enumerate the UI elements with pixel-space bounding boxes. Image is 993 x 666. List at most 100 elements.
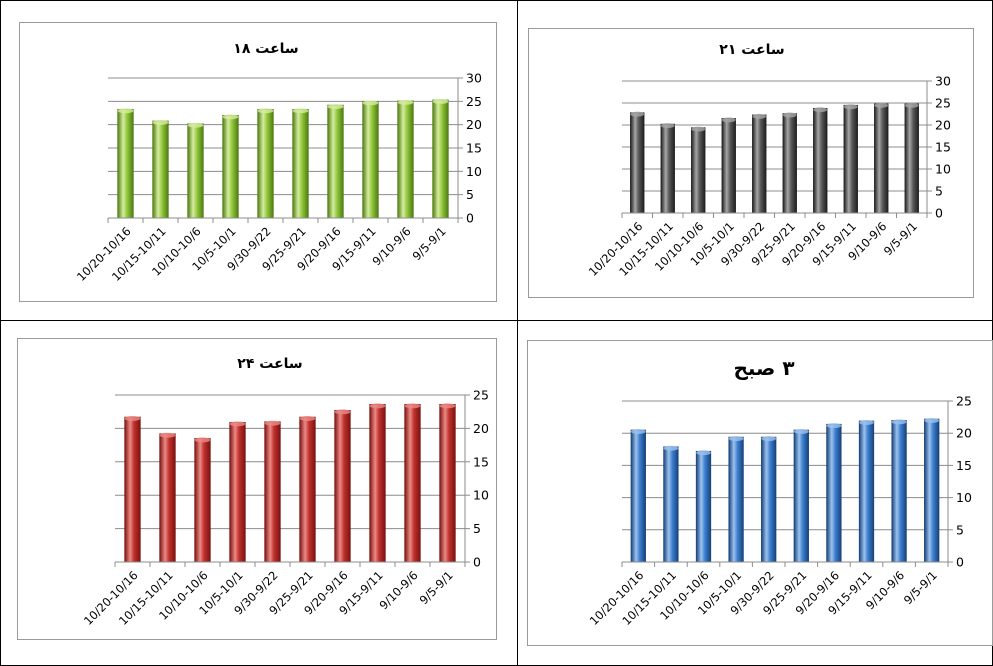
bar	[630, 429, 646, 563]
x-tick-label: 9/5-9/1	[901, 568, 940, 607]
y-tick-label: 25	[935, 96, 951, 111]
bar	[264, 421, 281, 563]
y-tick-label: 0	[935, 206, 943, 221]
bar-cap	[404, 403, 421, 409]
bar-cap	[752, 113, 767, 119]
bar	[222, 115, 239, 219]
y-tick-label: 10	[956, 490, 972, 505]
bar-cap	[843, 104, 858, 110]
bar-cap	[159, 432, 176, 438]
bar-cap	[761, 436, 777, 442]
bar-cap	[229, 421, 246, 427]
x-tick-label: 9/10-9/6	[369, 224, 413, 268]
x-tick-label: 9/10-9/6	[376, 568, 420, 612]
chart-hour-18: ساعت ۱۸ 0 5 10 15 20 25 30 10/20-10/16 10/15-10/…	[19, 22, 497, 302]
y-tick-label: 0	[473, 555, 481, 570]
bar-cap	[299, 416, 316, 422]
bar-cap	[874, 102, 889, 108]
y-tick-label: 5	[935, 184, 943, 199]
bar-cap	[728, 436, 744, 442]
bar-cap	[397, 99, 414, 105]
bar	[299, 416, 316, 563]
y-tick-label: 30	[935, 74, 951, 89]
bar-cap	[439, 403, 456, 409]
y-tick-label: 5	[473, 521, 481, 536]
bar-cap	[117, 108, 134, 114]
bar	[187, 123, 204, 219]
bar-cap	[891, 419, 907, 425]
bar-cap	[793, 428, 809, 434]
bar	[397, 100, 414, 219]
bar	[369, 404, 386, 563]
bar-cap	[630, 428, 646, 434]
bar-cap	[904, 102, 919, 108]
bar-cap	[292, 108, 309, 114]
y-tick-label: 15	[466, 141, 482, 156]
bar	[826, 423, 842, 563]
bar	[432, 99, 449, 219]
chart-hour-21-svg: ساعت ۲۱ 05101520253010/20-10/1610/15-10/…	[586, 42, 951, 279]
bar-cap	[264, 420, 281, 426]
bar	[630, 112, 645, 214]
bar	[721, 118, 736, 214]
bar	[813, 107, 828, 214]
y-tick-label: 25	[956, 394, 972, 409]
y-tick-label: 5	[956, 522, 964, 537]
chart-3am: ۳ صبح 0 5 10 15 20 25 10/20-10/16 10/15-10/11 10…	[527, 340, 993, 646]
bar	[152, 120, 169, 219]
bar	[695, 450, 712, 563]
bar-cap	[924, 418, 940, 424]
chart-hour-24-svg: ساعت ۲۴ 051015202510/20-10/1610/15-10/11…	[81, 356, 489, 628]
bar-cap	[782, 112, 797, 118]
y-tick-label: 0	[466, 211, 474, 226]
bar-cap	[663, 445, 679, 451]
bar-cap	[691, 126, 706, 132]
bar	[194, 438, 211, 563]
bar-cap	[334, 409, 351, 415]
chart-title: ساعت ۲۴	[237, 356, 302, 372]
bar-cap	[362, 100, 379, 106]
bar-cap	[187, 122, 204, 128]
bar	[362, 101, 379, 219]
y-tick-label: 0	[956, 555, 964, 570]
y-tick-label: 10	[935, 162, 951, 177]
bar-cap	[696, 450, 711, 456]
y-tick-label: 30	[466, 71, 482, 86]
bar-cap	[826, 423, 842, 429]
bar	[782, 113, 797, 214]
bar	[874, 103, 889, 214]
chart-title: ساعت ۲۱	[719, 42, 784, 58]
bar	[660, 123, 675, 214]
bar-cap	[194, 437, 211, 443]
bar-cap	[859, 419, 874, 425]
bar	[761, 436, 777, 563]
bar	[858, 420, 875, 563]
y-tick-label: 15	[935, 140, 951, 155]
bar	[728, 436, 744, 563]
y-tick-label: 15	[956, 458, 972, 473]
bar-cap	[369, 403, 386, 409]
x-tick-label: 9/5-9/1	[410, 224, 449, 263]
bar	[843, 104, 858, 214]
bar-cap	[813, 107, 828, 113]
x-tick-label: 9/5-9/1	[417, 568, 456, 607]
x-tick-label: 9/5-9/1	[881, 219, 920, 258]
bar-cap	[721, 117, 736, 123]
bar	[257, 108, 274, 219]
y-tick-label: 5	[466, 187, 474, 202]
bar-cap	[660, 123, 675, 129]
bar	[117, 108, 134, 219]
bar-cap	[152, 119, 169, 125]
bar	[292, 108, 309, 219]
bar	[663, 446, 679, 563]
bar	[327, 104, 344, 219]
chart-hour-18-svg: ساعت ۱۸ 05101520253010/20-10/1610/15-10/…	[74, 41, 482, 284]
bar	[752, 114, 767, 214]
bar	[924, 418, 940, 563]
y-tick-label: 10	[473, 488, 489, 503]
y-tick-label: 15	[473, 454, 489, 469]
bar	[793, 429, 809, 563]
y-tick-label: 20	[935, 118, 951, 133]
y-tick-label: 25	[466, 94, 482, 109]
bar	[404, 404, 421, 563]
